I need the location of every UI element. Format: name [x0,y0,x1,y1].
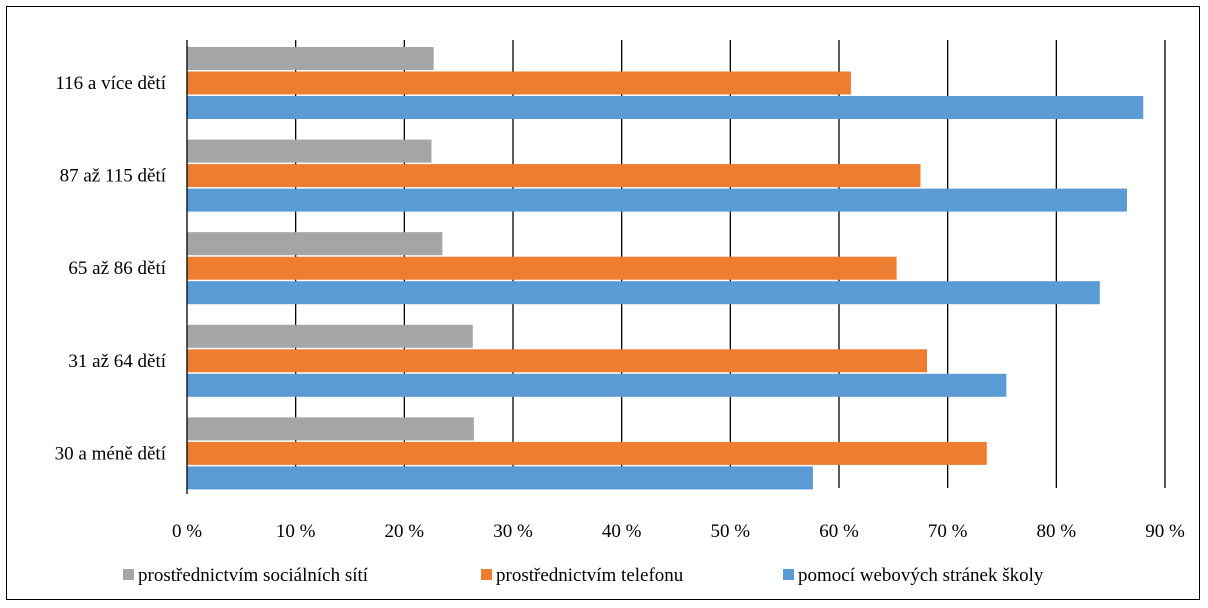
bar [187,139,432,163]
x-tick-label: 10 % [276,521,316,542]
x-tick-label: 40 % [602,521,642,542]
bar [187,188,1127,212]
legend: prostřednictvím sociálních sítí prostředn… [123,565,1044,586]
category-label: 65 až 86 dětí [68,258,166,279]
legend-label: prostřednictvím sociálních sítí [138,565,369,586]
legend-label: prostřednictvím telefonu [496,565,684,586]
legend-label: pomocí webových stránek školy [798,565,1044,586]
bar [187,47,434,70]
category-label: 116 a více dětí [55,73,166,94]
bar [187,349,928,373]
x-tick-label: 90 % [1145,521,1185,542]
bar [187,232,443,256]
legend-swatch [123,569,134,580]
x-tick-label: 60 % [819,521,859,542]
bar [187,441,987,465]
category-label: 30 a méně dětí [55,443,167,464]
bar [187,71,851,95]
category-labels: 116 a více dětí 87 až 115 dětí 65 až 86 dě… [55,73,167,464]
bar [187,466,813,490]
bar [187,164,921,188]
bar [187,256,897,280]
bar [187,417,474,441]
legend-swatch [481,569,492,580]
x-tick-label: 80 % [1037,521,1077,542]
x-tick-label: 20 % [385,521,425,542]
category-label: 31 až 64 dětí [68,351,166,372]
bar [187,96,1144,119]
x-tick-label: 70 % [928,521,968,542]
bar [187,281,1100,305]
bar [187,324,473,348]
x-tick-label: 0 % [172,521,202,542]
x-tick-label: 50 % [711,521,751,542]
legend-swatch [783,569,794,580]
bar [187,373,1007,397]
category-label: 87 až 115 dětí [60,166,167,187]
bars [187,47,1144,490]
x-tick-labels: 0 % 10 % 20 % 30 % 40 % 50 % 60 % 70 % 80 % 90 % [172,521,1185,542]
x-tick-label: 30 % [493,521,533,542]
